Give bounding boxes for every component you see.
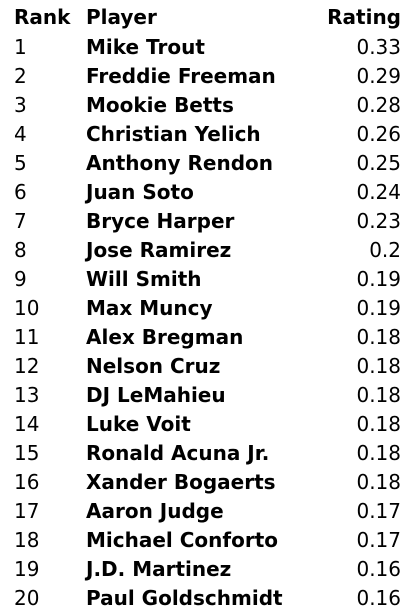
- rating-cell: 0.18: [356, 352, 401, 381]
- rating-cell: 0.18: [356, 323, 401, 352]
- rank-cell: 2: [14, 62, 27, 91]
- rank-cell: 9: [14, 265, 27, 294]
- player-name-cell: Paul Goldschmidt: [86, 584, 283, 613]
- rating-cell: 0.2: [369, 236, 401, 265]
- rank-cell: 6: [14, 178, 27, 207]
- player-name-cell: Alex Bregman: [86, 323, 243, 352]
- rank-cell: 11: [14, 323, 39, 352]
- table-row: 12 Nelson Cruz 0.18: [0, 352, 414, 381]
- player-name-cell: Juan Soto: [86, 178, 194, 207]
- player-name-cell: Nelson Cruz: [86, 352, 220, 381]
- rank-cell: 1: [14, 33, 27, 62]
- rank-cell: 18: [14, 526, 39, 555]
- table-header: Rank Player Rating: [0, 3, 414, 32]
- rating-cell: 0.18: [356, 439, 401, 468]
- player-name-cell: Max Muncy: [86, 294, 213, 323]
- column-header-rating: Rating: [327, 3, 401, 32]
- rating-cell: 0.24: [356, 178, 401, 207]
- player-name-cell: Christian Yelich: [86, 120, 261, 149]
- rating-cell: 0.28: [356, 91, 401, 120]
- table-row: 18 Michael Conforto 0.17: [0, 526, 414, 555]
- rank-cell: 3: [14, 91, 27, 120]
- table-row: 2 Freddie Freeman 0.29: [0, 62, 414, 91]
- rank-cell: 16: [14, 468, 39, 497]
- table-row: 8 Jose Ramirez 0.2: [0, 236, 414, 265]
- table-row: 3 Mookie Betts 0.28: [0, 91, 414, 120]
- rating-cell: 0.29: [356, 62, 401, 91]
- rank-cell: 4: [14, 120, 27, 149]
- player-name-cell: Freddie Freeman: [86, 62, 276, 91]
- player-name-cell: Aaron Judge: [86, 497, 224, 526]
- table-row: 11 Alex Bregman 0.18: [0, 323, 414, 352]
- table-row: 13 DJ LeMahieu 0.18: [0, 381, 414, 410]
- rating-cell: 0.25: [356, 149, 401, 178]
- rating-cell: 0.26: [356, 120, 401, 149]
- rank-cell: 13: [14, 381, 39, 410]
- player-name-cell: Luke Voit: [86, 410, 191, 439]
- table-row: 5 Anthony Rendon 0.25: [0, 149, 414, 178]
- rank-cell: 17: [14, 497, 39, 526]
- rating-cell: 0.33: [356, 33, 401, 62]
- table-row: 16 Xander Bogaerts 0.18: [0, 468, 414, 497]
- rank-cell: 19: [14, 555, 39, 584]
- rating-cell: 0.19: [356, 265, 401, 294]
- rank-cell: 10: [14, 294, 39, 323]
- player-name-cell: J.D. Martinez: [86, 555, 231, 584]
- table-row: 19 J.D. Martinez 0.16: [0, 555, 414, 584]
- rating-cell: 0.16: [356, 555, 401, 584]
- table-row: 20 Paul Goldschmidt 0.16: [0, 584, 414, 613]
- rank-cell: 12: [14, 352, 39, 381]
- rating-cell: 0.18: [356, 381, 401, 410]
- table-row: 7 Bryce Harper 0.23: [0, 207, 414, 236]
- table-row: 14 Luke Voit 0.18: [0, 410, 414, 439]
- player-name-cell: Michael Conforto: [86, 526, 278, 555]
- table-row: 15 Ronald Acuna Jr. 0.18: [0, 439, 414, 468]
- table-row: 6 Juan Soto 0.24: [0, 178, 414, 207]
- table-row: 1 Mike Trout 0.33: [0, 33, 414, 62]
- player-name-cell: Ronald Acuna Jr.: [86, 439, 269, 468]
- table-row: 4 Christian Yelich 0.26: [0, 120, 414, 149]
- rank-cell: 15: [14, 439, 39, 468]
- rank-cell: 7: [14, 207, 27, 236]
- player-name-cell: Xander Bogaerts: [86, 468, 276, 497]
- rating-cell: 0.18: [356, 468, 401, 497]
- column-header-player: Player: [86, 3, 157, 32]
- table-row: 17 Aaron Judge 0.17: [0, 497, 414, 526]
- rank-cell: 5: [14, 149, 27, 178]
- rating-cell: 0.17: [356, 526, 401, 555]
- rank-cell: 14: [14, 410, 39, 439]
- rating-cell: 0.23: [356, 207, 401, 236]
- player-name-cell: Mike Trout: [86, 33, 205, 62]
- rating-cell: 0.19: [356, 294, 401, 323]
- player-name-cell: Anthony Rendon: [86, 149, 273, 178]
- rank-cell: 20: [14, 584, 39, 613]
- player-name-cell: Bryce Harper: [86, 207, 234, 236]
- table-row: 10 Max Muncy 0.19: [0, 294, 414, 323]
- table-row: 9 Will Smith 0.19: [0, 265, 414, 294]
- player-name-cell: Will Smith: [86, 265, 202, 294]
- rating-cell: 0.17: [356, 497, 401, 526]
- rating-cell: 0.18: [356, 410, 401, 439]
- column-header-rank: Rank: [14, 3, 70, 32]
- rank-cell: 8: [14, 236, 27, 265]
- player-name-cell: DJ LeMahieu: [86, 381, 226, 410]
- player-name-cell: Jose Ramirez: [86, 236, 231, 265]
- rating-cell: 0.16: [356, 584, 401, 613]
- player-name-cell: Mookie Betts: [86, 91, 234, 120]
